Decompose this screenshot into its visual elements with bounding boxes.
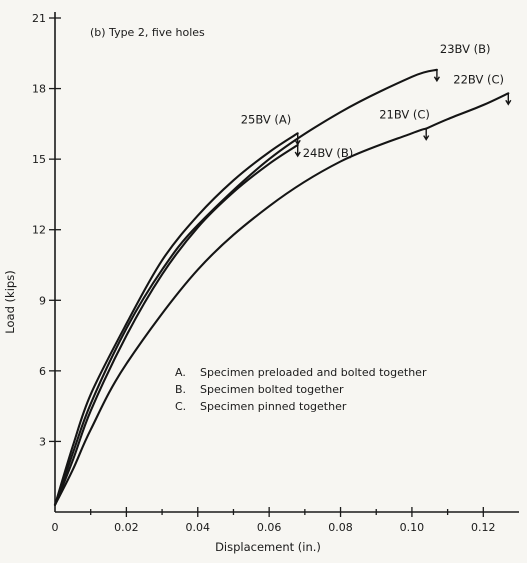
series-label-21bv-c: 21BV (C) — [379, 108, 430, 122]
failure-arrow-25bv-a — [294, 133, 301, 146]
y-tick-label: 3 — [39, 435, 46, 448]
series-line-24bv-b — [53, 143, 299, 506]
legend-key-b: B. — [175, 383, 186, 396]
failure-arrow-21bv-c — [423, 128, 430, 141]
y-tick-label: 12 — [32, 224, 46, 237]
x-tick-label: 0.12 — [471, 521, 496, 534]
failure-arrow-23bv-b — [433, 69, 441, 83]
x-tick-label: 0.04 — [186, 521, 211, 534]
y-tick-label: 21 — [32, 12, 46, 25]
x-tick-label: 0.02 — [114, 521, 139, 534]
failure-arrow-22bv-c — [505, 93, 512, 106]
x-tick-label: 0.06 — [257, 521, 282, 534]
series-line-22bv-c — [425, 92, 510, 130]
series-label-23bv-b: 23BV (B) — [440, 42, 491, 56]
legend-key-c: C. — [175, 400, 186, 413]
legend-text-c: Specimen pinned together — [200, 400, 347, 413]
y-tick-label: 18 — [32, 83, 46, 96]
y-axis-label: Load (kips) — [3, 270, 17, 333]
x-tick-label: 0.08 — [328, 521, 353, 534]
series-line-25bv-a — [53, 132, 299, 506]
y-tick-label: 15 — [32, 153, 46, 166]
legend: A. Specimen preloaded and bolted togethe… — [175, 366, 427, 413]
series-label-22bv-c: 22BV (C) — [453, 72, 504, 86]
x-tick-label: 0.10 — [400, 521, 425, 534]
legend-key-a: A. — [175, 366, 186, 379]
series-line-23bv-b — [53, 68, 438, 506]
legend-text-b: Specimen bolted together — [200, 383, 344, 396]
y-tick-label: 6 — [39, 365, 46, 378]
failure-arrow-24bv-b — [294, 145, 301, 158]
axes — [54, 12, 519, 513]
y-tick-label: 9 — [39, 294, 46, 307]
curves — [53, 68, 510, 506]
legend-text-a: Specimen preloaded and bolted together — [200, 366, 427, 379]
x-axis-label: Displacement (in.) — [215, 540, 321, 554]
series-label-24bv-b: 24BV (B) — [303, 146, 354, 160]
chart-title: (b) Type 2, five holes — [90, 26, 205, 39]
series-line-21bv-c — [53, 127, 428, 506]
series-label-25bv-a: 25BV (A) — [241, 112, 292, 126]
curve-labels: 25BV (A) 24BV (B) 23BV (B) 21BV (C) 22BV (C) — [241, 42, 504, 160]
failure-markers — [294, 69, 512, 158]
x-ticks: 0 0.02 0.04 0.06 0.08 0.10 0.12 — [52, 507, 496, 534]
x-tick-label: 0 — [52, 521, 59, 534]
y-ticks: 3 6 9 12 15 18 21 — [32, 12, 61, 448]
